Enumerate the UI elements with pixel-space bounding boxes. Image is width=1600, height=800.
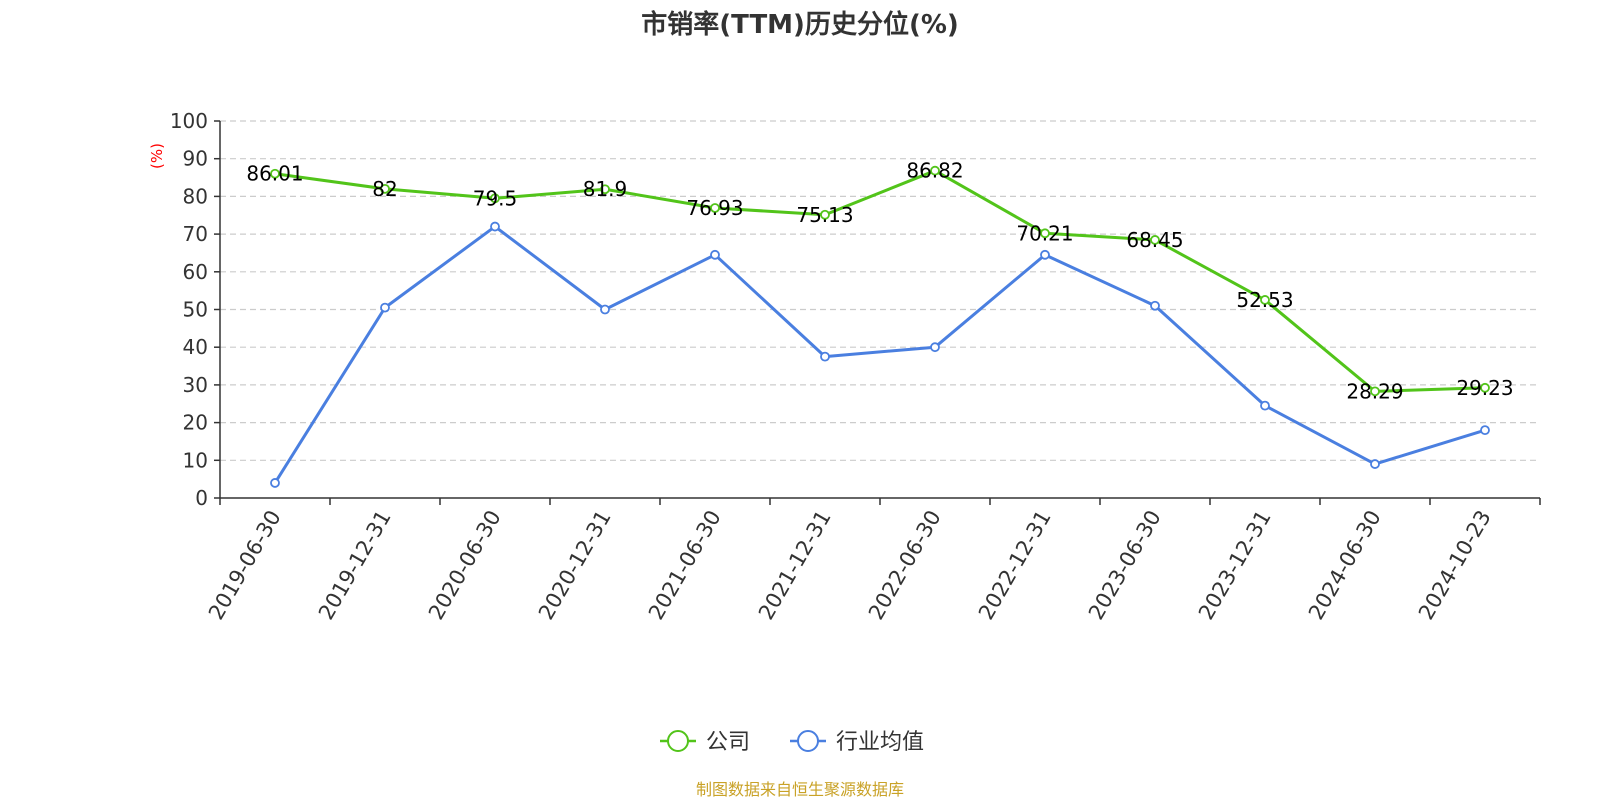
data-point xyxy=(1150,300,1160,311)
x-tick-label: 2021-06-30 xyxy=(644,506,726,624)
x-tick-label: 2022-06-30 xyxy=(864,506,946,624)
grid-lines xyxy=(220,120,1540,461)
data-point xyxy=(490,193,500,204)
data-label: 86.82 xyxy=(906,159,963,183)
data-point xyxy=(820,209,830,220)
y-axis-label: (%) xyxy=(148,143,166,169)
data-point xyxy=(1150,235,1160,245)
x-tick-label: 2024-10-23 xyxy=(1414,506,1496,624)
data-label: 68.45 xyxy=(1126,228,1183,252)
data-label: 76.93 xyxy=(686,196,743,220)
data-labels: 86.01 82 79.5 81.9 76.93 75.13 86.82 70.21 68.45… xyxy=(246,159,1513,404)
data-point xyxy=(270,478,280,488)
series-layer xyxy=(270,165,1490,488)
data-label: 28.29 xyxy=(1346,379,1403,403)
data-point xyxy=(710,249,720,260)
y-tick-label: 50 xyxy=(183,298,208,322)
data-point xyxy=(1480,382,1490,393)
x-tick-label: 2023-06-30 xyxy=(1084,506,1166,624)
data-label: 86.01 xyxy=(246,162,303,186)
y-tick-label: 40 xyxy=(183,335,208,359)
data-point xyxy=(1040,228,1050,239)
y-tick-label: 90 xyxy=(183,147,208,171)
data-point xyxy=(380,183,390,194)
data-point xyxy=(1370,386,1380,397)
y-tick-label: 60 xyxy=(183,260,208,284)
data-point xyxy=(820,351,830,362)
legend-label: 公司 xyxy=(706,730,750,755)
series-line-1 xyxy=(273,225,1486,484)
data-point xyxy=(270,168,280,179)
x-tick-label: 2019-12-31 xyxy=(314,506,396,624)
data-label: 52.53 xyxy=(1236,288,1293,312)
chart-title: 市销率(TTM)历史分位(%) xyxy=(641,9,959,40)
data-point xyxy=(1040,249,1050,260)
x-tick-label: 2024-06-30 xyxy=(1304,506,1386,624)
data-point xyxy=(1370,459,1380,469)
data-label: 79.5 xyxy=(473,186,518,210)
data-point xyxy=(710,203,720,213)
data-point xyxy=(600,304,610,315)
data-label: 29.23 xyxy=(1456,376,1513,400)
data-label: 82 xyxy=(372,177,397,201)
data-label: 70.21 xyxy=(1016,221,1073,245)
data-point xyxy=(490,221,500,232)
data-point xyxy=(1480,425,1490,436)
x-tick-label: 2020-12-31 xyxy=(534,506,616,624)
data-point xyxy=(930,342,940,353)
data-point xyxy=(600,184,610,195)
data-point xyxy=(930,165,940,176)
series-line-0 xyxy=(274,169,1486,393)
x-tick-label: 2019-06-30 xyxy=(204,506,286,624)
data-point xyxy=(1260,400,1270,411)
data-label: 81.9 xyxy=(583,177,628,201)
y-tick-label: 70 xyxy=(183,222,208,246)
legend-marker xyxy=(667,730,689,752)
legend-marker xyxy=(797,730,819,752)
x-tick-label: 2021-12-31 xyxy=(754,506,836,624)
legend-label: 行业均值 xyxy=(836,730,924,755)
x-tick-label: 2020-06-30 xyxy=(424,506,506,624)
y-tick-label: 20 xyxy=(183,411,208,435)
legend-item-0[interactable]: 公司 xyxy=(660,730,750,755)
y-tick-label: 30 xyxy=(183,373,208,397)
y-tick-label: 100 xyxy=(170,109,208,133)
legend[interactable]: 公司 行业均值 xyxy=(660,730,924,755)
legend-item-1[interactable]: 行业均值 xyxy=(790,730,924,755)
x-tick-label: 2023-12-31 xyxy=(1194,506,1276,624)
y-tick-label: 0 xyxy=(195,486,208,510)
y-tick-label: 80 xyxy=(183,184,208,208)
data-point xyxy=(1260,295,1270,305)
data-label: 75.13 xyxy=(796,203,853,227)
source-note: 制图数据来自恒生聚源数据库 xyxy=(696,780,904,799)
y-tick-label: 10 xyxy=(183,448,208,472)
x-tick-label: 2022-12-31 xyxy=(974,506,1056,624)
data-point xyxy=(380,302,390,313)
